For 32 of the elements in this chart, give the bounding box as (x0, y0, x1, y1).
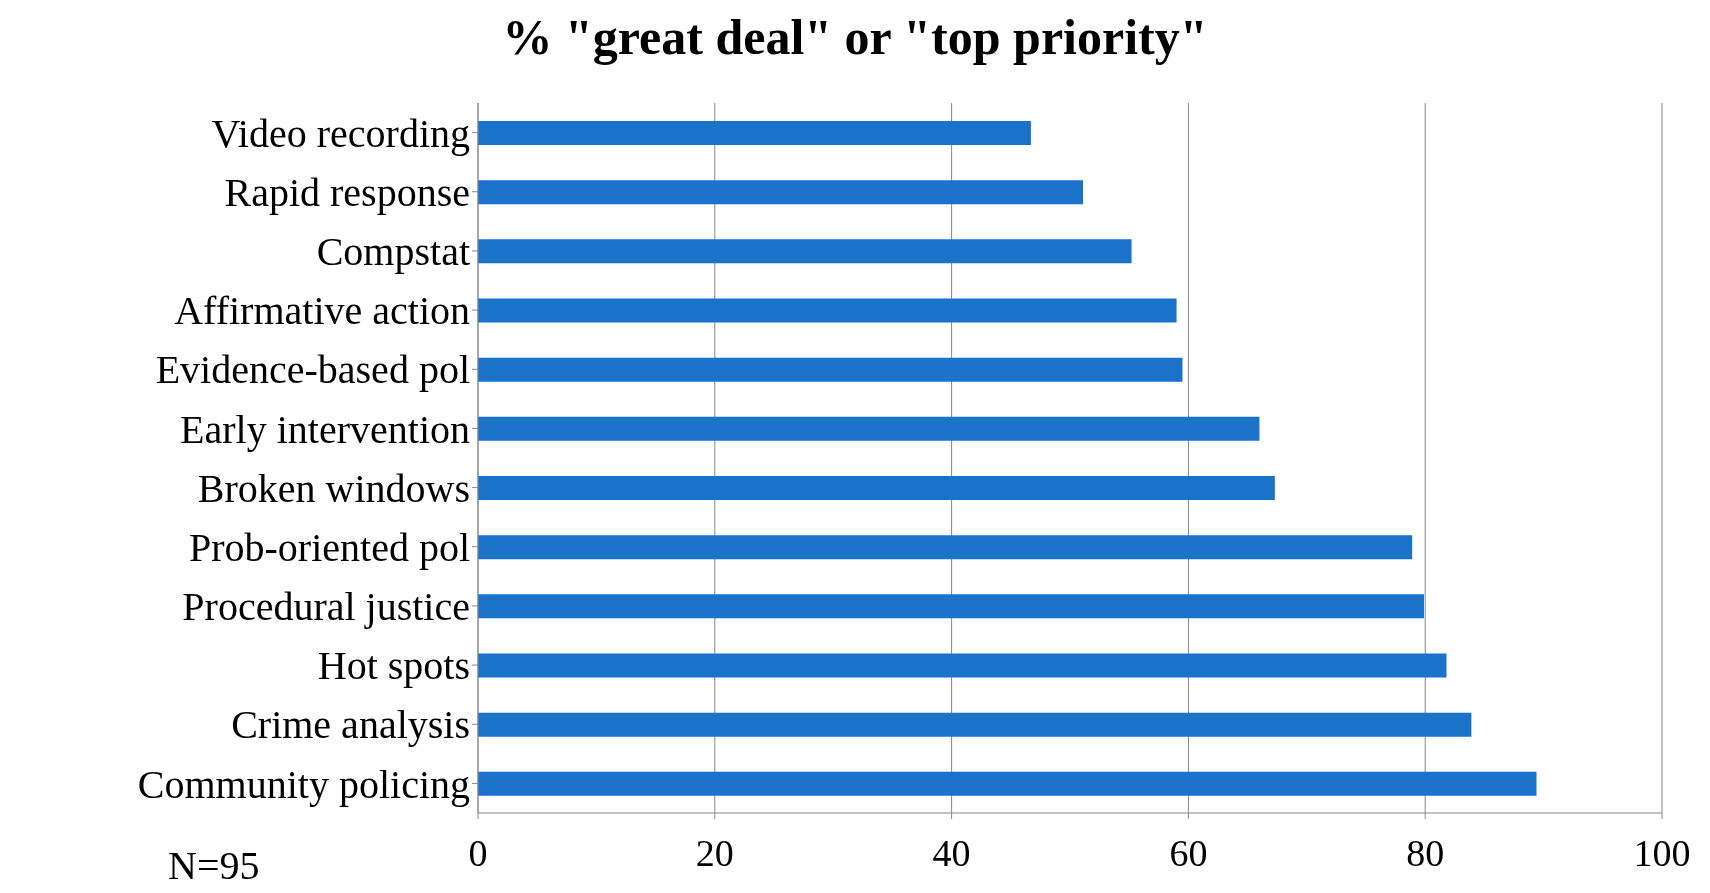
bar (478, 416, 1260, 441)
chart-title: % "great deal" or "top priority" (501, 8, 1209, 66)
bar (478, 594, 1425, 619)
y-tick-label: Community policing (137, 761, 470, 807)
y-tick-label: Procedural justice (182, 584, 470, 630)
x-tick-label: 80 (1406, 831, 1445, 874)
bar (478, 298, 1177, 323)
bar (478, 653, 1447, 678)
y-tick-label: Affirmative action (174, 288, 470, 334)
y-tick-label: Hot spots (317, 643, 470, 689)
bar (478, 180, 1084, 205)
y-tick-label: Compstat (316, 229, 470, 275)
x-tick-label: 0 (468, 831, 488, 874)
x-tick-label: 60 (1169, 831, 1208, 874)
bar (478, 476, 1275, 500)
x-tick-label: 20 (695, 831, 734, 874)
y-tick-label: Evidence-based pol (155, 347, 470, 393)
bar (478, 771, 1537, 796)
y-tick-label: Video recording (211, 110, 470, 156)
y-tick-label: Crime analysis (231, 702, 470, 748)
bar (478, 535, 1413, 560)
bar (478, 712, 1472, 737)
note: N=95 (168, 846, 260, 886)
bar (478, 239, 1132, 264)
bar (478, 357, 1183, 382)
y-tick-label: Prob-oriented pol (188, 524, 470, 570)
y-tick-label: Rapid response (224, 169, 470, 215)
bar (478, 121, 1031, 145)
x-tick-label: 40 (932, 831, 971, 874)
x-tick-label: 100 (1633, 831, 1691, 874)
y-tick-label: Early intervention (180, 406, 470, 452)
y-tick-label: Broken windows (197, 465, 470, 511)
